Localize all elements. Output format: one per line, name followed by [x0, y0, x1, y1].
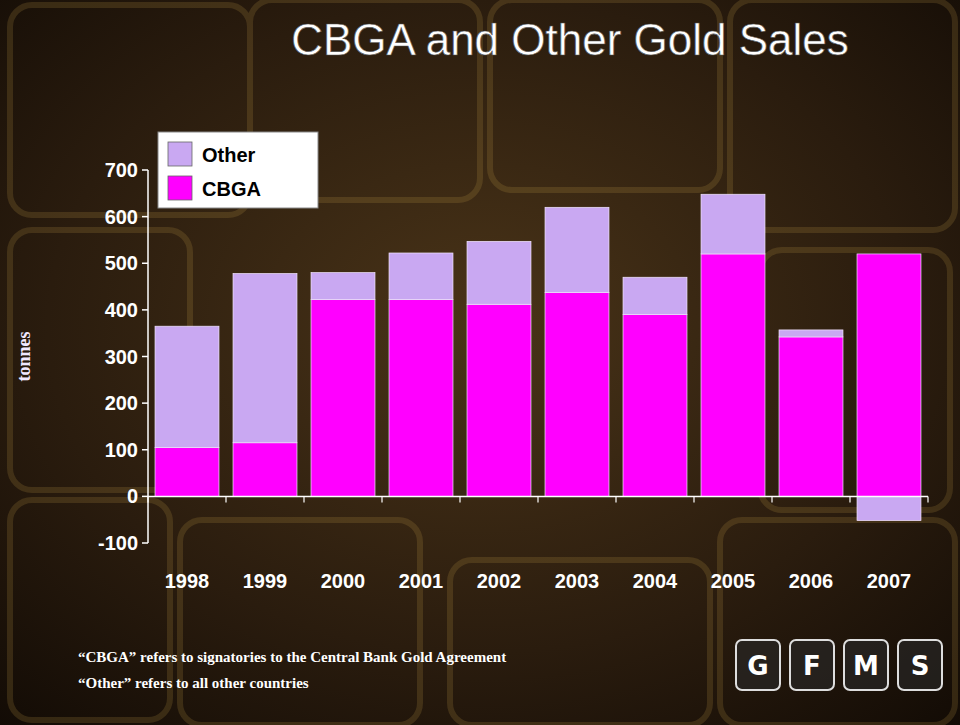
legend-label: Other	[202, 144, 256, 166]
x-tick-label: 1999	[243, 570, 288, 592]
y-tick	[142, 542, 148, 544]
bar-segment	[311, 300, 375, 497]
x-tick	[225, 496, 226, 502]
y-tick-label: 200	[105, 392, 138, 414]
x-tick-label: 2006	[789, 570, 834, 592]
gold-bar-deco	[450, 560, 710, 725]
logo-letter: M	[853, 651, 879, 681]
x-tick-label: 2003	[555, 570, 600, 592]
bar-segment	[545, 207, 609, 292]
x-tick	[537, 496, 538, 502]
bar-segment	[857, 496, 921, 520]
x-tick-label: 2004	[633, 570, 678, 592]
x-tick-label: 2007	[867, 570, 912, 592]
y-tick	[142, 169, 148, 171]
gold-bar-deco	[760, 250, 950, 510]
y-tick	[142, 263, 148, 265]
bar-segment	[623, 277, 687, 314]
legend: Other CBGA	[158, 132, 318, 208]
x-tick	[693, 496, 694, 502]
logo-box	[790, 640, 834, 690]
x-tick-label: 2005	[711, 570, 756, 592]
y-tick-label: 0	[127, 485, 138, 507]
x-tick	[927, 496, 928, 502]
x-tick	[615, 496, 616, 502]
bar-segment	[155, 326, 219, 447]
y-tick-label: 700	[105, 159, 138, 181]
bar-segment	[701, 194, 765, 254]
x-tick	[303, 496, 304, 502]
bar-segment	[545, 293, 609, 497]
title: CBGA and Other Gold Sales	[291, 15, 849, 64]
logo-letter: S	[911, 651, 930, 681]
y-tick-label: 100	[105, 439, 138, 461]
x-tick	[771, 496, 772, 502]
bar-segment	[311, 273, 375, 300]
bar-segment	[779, 337, 843, 496]
bar-segment	[389, 253, 453, 300]
decoration	[10, 0, 955, 725]
y-tick-label: 400	[105, 299, 138, 321]
y-tick	[142, 216, 148, 218]
bar-segment	[857, 254, 921, 496]
y-tick	[142, 356, 148, 358]
y-tick-label: 600	[105, 206, 138, 228]
x-tick-label: 2001	[399, 570, 444, 592]
gold-bar-deco	[180, 520, 420, 725]
legend-swatch	[168, 176, 192, 200]
bar-segment	[155, 447, 219, 496]
bar-segment	[389, 300, 453, 497]
bar-segment	[233, 443, 297, 497]
footnote: “CBGA” refers to signatories to the Cent…	[78, 649, 506, 665]
y-tick-label: -100	[98, 532, 138, 554]
logo-box	[898, 640, 942, 690]
bar-segment	[623, 315, 687, 497]
y-tick	[142, 402, 148, 404]
y-tick-label: 500	[105, 252, 138, 274]
x-tick	[147, 496, 148, 502]
x-tick	[849, 496, 850, 502]
y-tick	[142, 496, 148, 498]
gold-bar-deco	[720, 520, 955, 725]
x-tick	[459, 496, 460, 502]
bar-segment	[467, 241, 531, 304]
logo-box	[736, 640, 780, 690]
bar-segment	[467, 304, 531, 496]
chart-root: CBGA and Other Gold Sales -100 0 100 200 300 4…	[0, 0, 960, 725]
footnote: “Other” refers to all other countries	[78, 675, 309, 691]
bar-segment	[701, 254, 765, 496]
x-tick-label: 2000	[321, 570, 366, 592]
legend-box	[158, 132, 318, 208]
legend-swatch	[168, 142, 192, 166]
y-tick	[142, 309, 148, 311]
logo-letter: F	[803, 651, 821, 681]
x-tick	[381, 496, 382, 502]
background	[0, 0, 960, 725]
legend-label: CBGA	[202, 178, 261, 200]
bar-segment	[779, 330, 843, 337]
x-tick-label: 1998	[165, 570, 210, 592]
bars	[155, 194, 921, 520]
y-tick-label: 300	[105, 346, 138, 368]
logo-box	[844, 640, 888, 690]
y-axis-title: tonnes	[14, 331, 34, 381]
y-tick	[142, 449, 148, 451]
logo-letter: G	[747, 651, 768, 681]
bar-segment	[233, 274, 297, 443]
x-tick-label: 2002	[477, 570, 522, 592]
